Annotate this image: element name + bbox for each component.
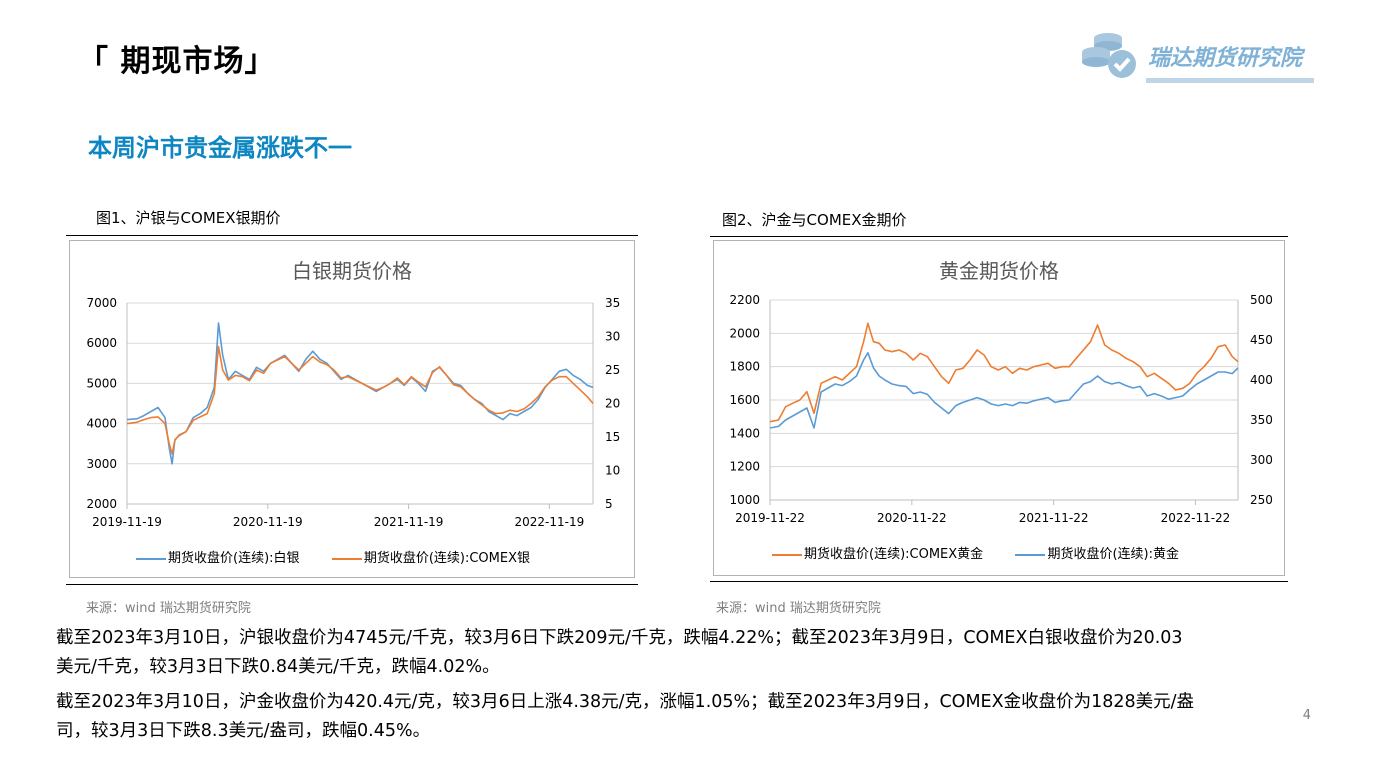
silver-chart-plot: 2000 3000 4000 5000 6000 7000 5 10 15 20 25 30 35 201… [86, 296, 620, 529]
figure-2-caption: 图2、沪金与COMEX金期价 [722, 211, 907, 229]
y-right-tick-label: 20 [605, 397, 620, 411]
y-left-tick-label: 6000 [86, 336, 117, 350]
y-right-tick-label: 250 [1250, 493, 1273, 507]
gold-legend: 期货收盘价(连续):COMEX黄金 期货收盘价(连续):黄金 [772, 543, 1179, 562]
y-right-tick-label: 15 [605, 430, 620, 444]
y-right-tick-label: 350 [1250, 413, 1273, 427]
figure-1-caption: 图1、沪银与COMEX银期价 [96, 209, 281, 227]
gold-chart-title: 黄金期货价格 [939, 259, 1059, 283]
x-tick-label: 2021-11-19 [374, 515, 444, 529]
y-right-tick-label: 25 [605, 363, 620, 377]
legend-item-comex-silver: 期货收盘价(连续):COMEX银 [363, 551, 530, 566]
logo-underline [1146, 78, 1314, 83]
y-right-tick-label: 400 [1250, 373, 1273, 387]
y-left-tick-label: 2000 [729, 326, 760, 340]
y-left-tick-label: 5000 [86, 376, 117, 390]
x-tick-label: 2020-11-19 [233, 515, 303, 529]
gold-chart-plot: 1000 1200 1400 1600 1800 2000 2200 250 300 350 400… [729, 293, 1273, 525]
logo: 瑞达期货研究院 [1078, 26, 1318, 88]
series-line [126, 345, 594, 455]
gold-summary-paragraph: 截至2023年3月10日，沪金收盘价为420.4元/克，较3月6日上涨4.38元… [56, 692, 1195, 741]
silver-chart-title: 白银期货价格 [292, 259, 412, 283]
legend-swatch-blue [1015, 553, 1046, 556]
figure-1-panel: 白银期货价格 2000 3000 4000 5000 6000 7000 5 10 15 20 25… [66, 235, 638, 585]
section-title: 「 期现市场」 [78, 44, 276, 79]
figure-2-panel: 黄金期货价格 1000 1200 1400 1600 1800 2000 2200 250 30… [710, 236, 1288, 582]
y-right-tick-label: 10 [605, 464, 620, 478]
series-line [769, 322, 1239, 423]
figure-2-source: 来源：wind 瑞达期货研究院 [716, 601, 881, 616]
logo-text: 瑞达期货研究院 [1148, 46, 1303, 71]
figure-1-source: 来源：wind 瑞达期货研究院 [86, 601, 251, 616]
silver-chart: 白银期货价格 2000 3000 4000 5000 6000 7000 5 10 15 20 25… [69, 240, 635, 578]
series-line [769, 352, 1239, 429]
x-tick-label: 2019-11-22 [735, 511, 805, 525]
y-right-tick-label: 500 [1250, 293, 1273, 307]
x-tick-label: 2021-11-22 [1019, 511, 1089, 525]
y-right-tick-label: 450 [1250, 333, 1273, 347]
y-right-tick-label: 30 [605, 330, 620, 344]
y-left-tick-label: 4000 [86, 417, 117, 431]
y-right-tick-label: 35 [605, 296, 620, 310]
x-tick-label: 2022-11-19 [514, 515, 584, 529]
slide-subtitle: 本周沪市贵金属涨跌不一 [88, 134, 352, 162]
y-right-tick-label: 5 [605, 497, 613, 511]
x-tick-label: 2022-11-22 [1161, 511, 1231, 525]
y-left-tick-label: 1000 [729, 493, 760, 507]
y-left-tick-label: 1600 [729, 393, 760, 407]
legend-item-shfe-silver: 期货收盘价(连续):白银 [168, 551, 300, 566]
series-line [126, 322, 594, 465]
y-left-tick-label: 1800 [729, 360, 760, 374]
silver-summary-paragraph: 截至2023年3月10日，沪银收盘价为4745元/千克，较3月6日下跌209元/… [56, 628, 1183, 677]
page-number: 4 [1302, 708, 1311, 723]
silver-legend: 期货收盘价(连续):白银 期货收盘价(连续):COMEX银 [136, 547, 530, 566]
legend-item-shfe-gold: 期货收盘价(连续):黄金 [1047, 547, 1179, 562]
legend-item-comex-gold: 期货收盘价(连续):COMEX黄金 [804, 547, 984, 562]
y-left-tick-label: 2000 [86, 497, 117, 511]
y-left-tick-label: 1200 [729, 460, 760, 474]
legend-swatch-orange [772, 553, 802, 556]
y-left-tick-label: 7000 [86, 296, 117, 310]
y-left-tick-label: 3000 [86, 457, 117, 471]
y-left-tick-label: 1400 [729, 426, 760, 440]
y-right-tick-label: 300 [1250, 453, 1273, 467]
x-tick-label: 2020-11-22 [877, 511, 947, 525]
y-left-tick-label: 2200 [729, 293, 760, 307]
gold-chart: 黄金期货价格 1000 1200 1400 1600 1800 2000 2200 250 30… [713, 240, 1285, 576]
coins-icon [1082, 33, 1136, 78]
legend-swatch-orange [331, 557, 362, 560]
x-tick-label: 2019-11-19 [92, 515, 162, 529]
legend-swatch-blue [136, 557, 166, 560]
